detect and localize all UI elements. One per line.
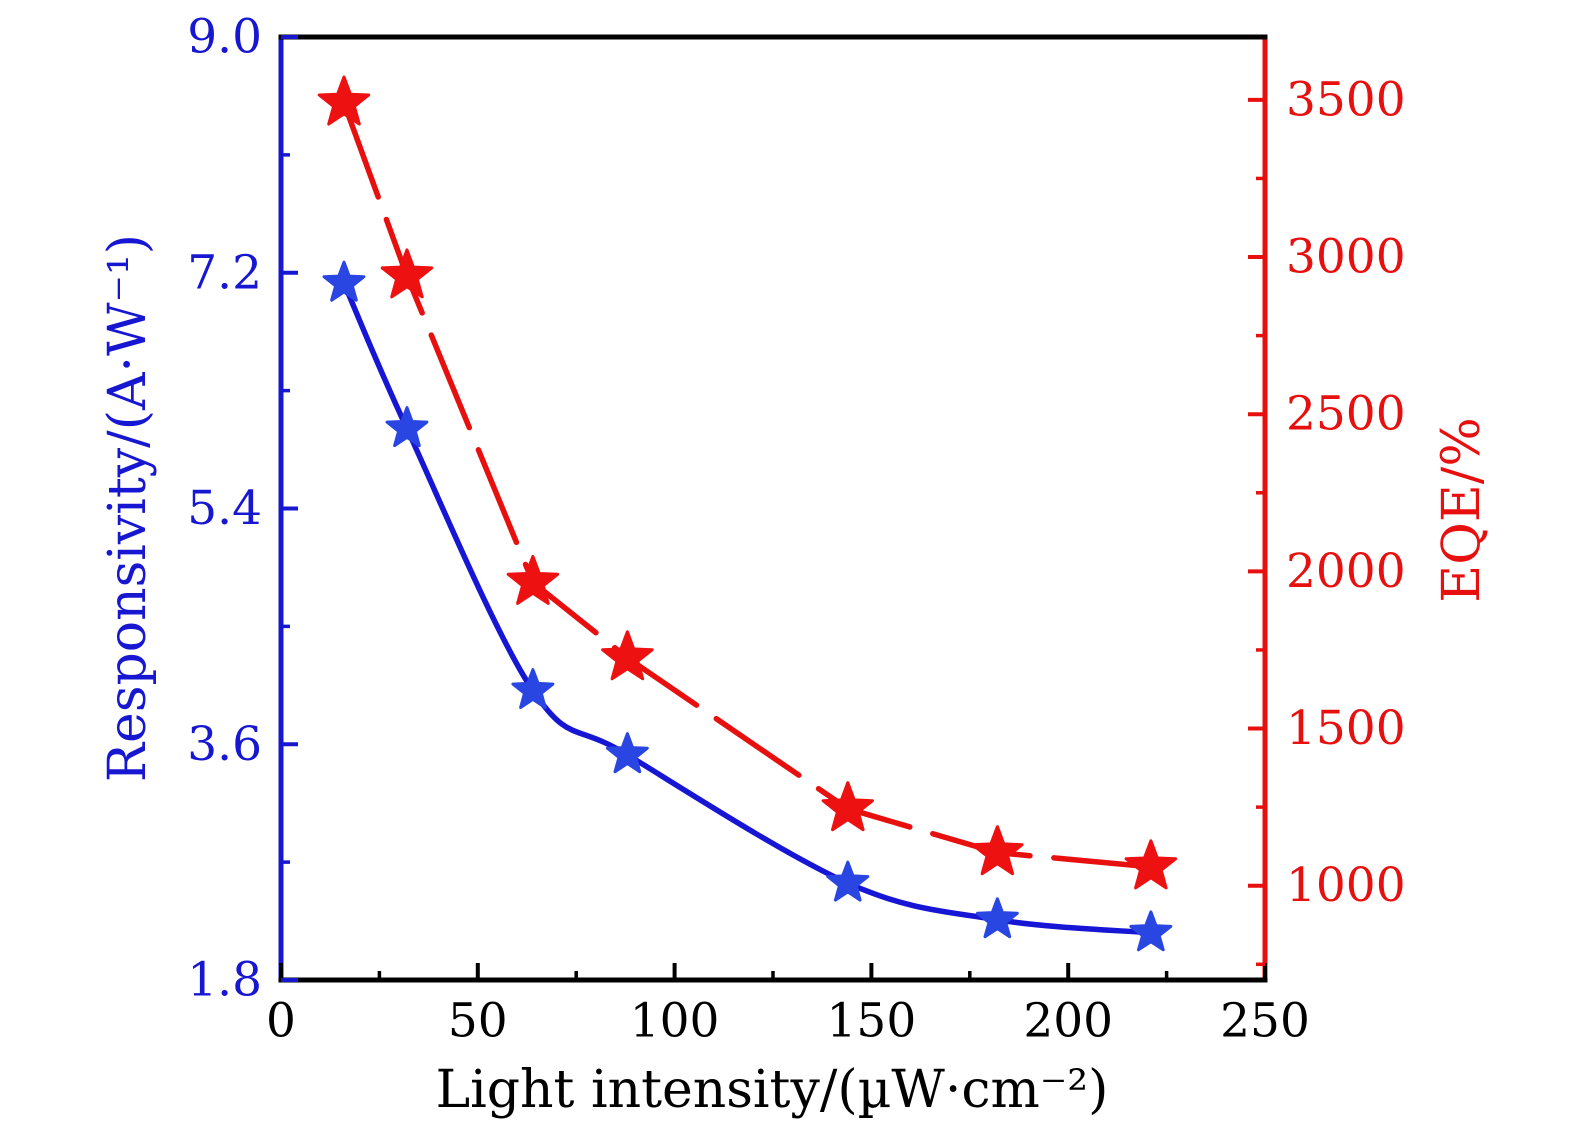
x-tick-label-100: 100 [630, 994, 720, 1049]
x-tick-label-150: 150 [827, 994, 917, 1049]
right-tick-label-1500: 1500 [1286, 701, 1406, 756]
x-tick-label-50: 50 [448, 994, 508, 1049]
eqe-star-marker-64 [506, 554, 560, 605]
x-tick-label-250: 250 [1220, 994, 1310, 1049]
x-axis-title: Light intensity/(µW·cm⁻²) [435, 1060, 1109, 1120]
responsivity-star-marker-16 [322, 260, 366, 302]
eqe-star-marker-88 [601, 630, 654, 681]
responsivity-series-line [341, 280, 1154, 936]
left-tick-label-9: 9.0 [187, 10, 262, 65]
left-tick-label-7.2: 7.2 [187, 245, 262, 300]
responsivity-star-marker-144 [826, 860, 870, 902]
right-tick-label-3500: 3500 [1286, 72, 1406, 127]
left-tick-label-1.8: 1.8 [187, 953, 262, 1008]
eqe-star-marker-221 [1124, 839, 1178, 890]
eqe-series-line [341, 100, 1154, 870]
x-tick-label-0: 0 [266, 994, 296, 1049]
eqe-star-marker-144 [821, 781, 874, 832]
right-tick-label-3000: 3000 [1286, 230, 1406, 285]
responsivity-star-marker-221 [1129, 910, 1173, 952]
left-tick-label-3.6: 3.6 [187, 717, 262, 772]
left-y-axis-title: Responsivity/(A·W⁻¹) [98, 233, 158, 783]
responsivity-star-marker-64 [511, 668, 555, 709]
responsivity-star-marker-182 [975, 897, 1019, 939]
eqe-star-marker-182 [971, 825, 1024, 876]
x-tick-label-200: 200 [1023, 994, 1113, 1049]
responsivity-star-marker-32 [385, 406, 429, 448]
responsivity-star-marker-88 [605, 732, 649, 774]
right-tick-label-2000: 2000 [1286, 544, 1406, 599]
left-tick-label-5.4: 5.4 [187, 481, 262, 536]
right-tick-label-2500: 2500 [1286, 387, 1406, 442]
eqe-star-marker-16 [317, 75, 371, 126]
eqe-star-marker-32 [380, 248, 434, 299]
right-y-axis-title: EQE/% [1432, 417, 1492, 603]
right-tick-label-1000: 1000 [1286, 858, 1406, 913]
